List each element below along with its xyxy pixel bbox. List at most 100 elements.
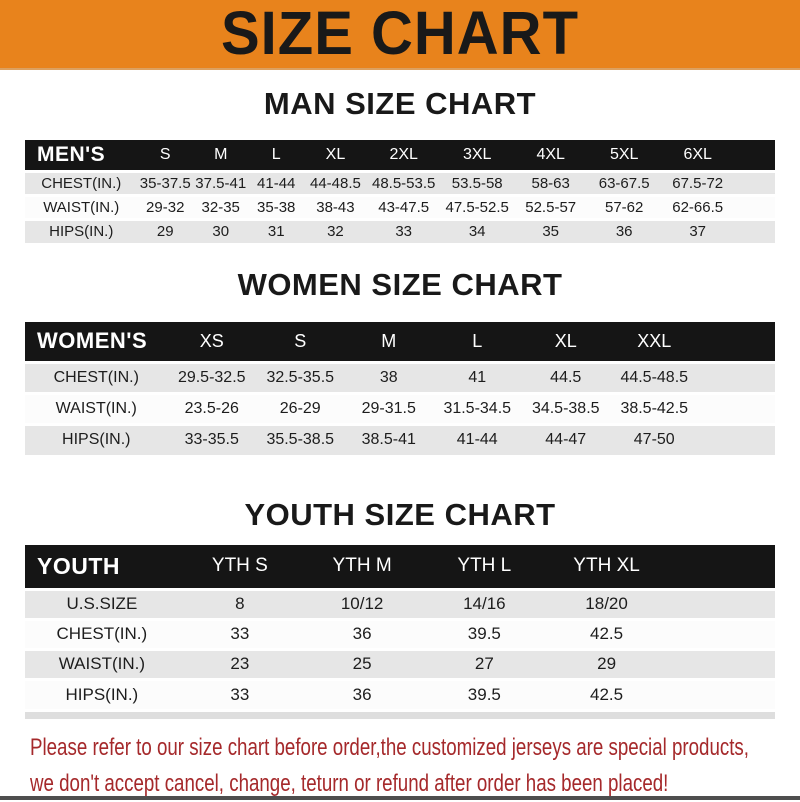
size-column-header: M xyxy=(381,330,397,351)
size-value-cell: 44.5 xyxy=(521,360,610,393)
size-value-cell: 37 xyxy=(660,217,735,243)
spacer-cell xyxy=(667,587,775,619)
size-value-cell: 18/20 xyxy=(545,587,668,619)
size-column-header: 6XL xyxy=(683,145,712,163)
row-label: WAIST(IN.) xyxy=(25,647,179,679)
size-value-cell: 33 xyxy=(366,217,441,243)
size-value-cell: 35.5-38.5 xyxy=(256,422,345,455)
size-column-header: 2XL xyxy=(389,145,418,163)
row-label: U.S.SIZE xyxy=(25,587,179,619)
size-value-cell: 38.5-42.5 xyxy=(610,391,699,424)
women-size-section: WOMEN SIZE CHART WOMEN'S XS S M L XL XXL CHEST(… xyxy=(0,268,800,455)
size-value-cell: 23 xyxy=(178,647,301,679)
size-value-cell: 39.5 xyxy=(423,677,546,709)
size-value-cell: 44-48.5 xyxy=(303,169,367,195)
size-column-header: XL xyxy=(554,330,577,351)
size-column-header: XXL xyxy=(637,330,672,351)
row-label: WAIST(IN.) xyxy=(25,193,138,219)
row-label: WAIST(IN.) xyxy=(25,391,168,424)
spacer-cell xyxy=(698,360,775,393)
size-value-cell: 62-66.5 xyxy=(660,193,735,219)
size-value-cell: 27 xyxy=(423,647,546,679)
table-row: WAIST(IN.) 23 25 27 29 xyxy=(25,647,775,679)
size-value-cell: 52.5-57 xyxy=(513,193,588,219)
disclaimer-line-2: we don't accept cancel, change, teturn o… xyxy=(30,770,669,797)
table-row: U.S.SIZE 8 10/12 14/16 18/20 xyxy=(25,587,775,619)
size-value-cell: 33 xyxy=(178,677,301,709)
size-value-cell: 58-63 xyxy=(513,169,588,195)
size-value-cell: 10/12 xyxy=(300,587,424,619)
youth-size-chart-title: YOUTH SIZE CHART xyxy=(244,497,556,532)
size-value-cell: 33-35.5 xyxy=(167,422,256,455)
table-row: CHEST(IN.) 35-37.5 37.5-41 41-44 44-48.5 48.5… xyxy=(25,169,775,195)
size-value-cell: 29 xyxy=(545,647,668,679)
size-column-header: YTH S xyxy=(211,555,268,577)
table-corner-label: YOUTH xyxy=(37,552,120,579)
size-value-cell: 31.5-34.5 xyxy=(433,391,522,424)
table-corner-label: WOMEN'S xyxy=(37,328,148,354)
size-column-header: 3XL xyxy=(462,145,492,163)
size-value-cell: 31 xyxy=(248,217,304,243)
size-value-cell: 32-35 xyxy=(192,193,249,219)
row-label: HIPS(IN.) xyxy=(25,422,168,455)
size-value-cell: 53.5-58 xyxy=(440,169,514,195)
spacer-cell xyxy=(699,322,776,362)
size-value-cell: 35 xyxy=(513,217,588,243)
women-size-chart-title: WOMEN SIZE CHART xyxy=(237,267,563,302)
men-size-table: MEN'S S M L XL 2XL 3XL 4XL 5XL 6XL CHEST(IN.) 35-37… xyxy=(25,140,775,243)
row-label: HIPS(IN.) xyxy=(25,217,138,243)
size-column-header: L xyxy=(472,330,483,351)
spacer-cell xyxy=(734,140,775,171)
youth-table-bottom-strip xyxy=(25,712,775,719)
size-chart-banner: SIZE CHART xyxy=(0,0,800,70)
size-value-cell: 32.5-35.5 xyxy=(256,360,345,393)
man-size-chart-title: MAN SIZE CHART xyxy=(263,86,537,121)
size-value-cell: 29 xyxy=(137,217,193,243)
size-value-cell: 36 xyxy=(300,617,424,649)
size-value-cell: 63-67.5 xyxy=(587,169,661,195)
spacer-cell xyxy=(698,422,775,455)
size-value-cell: 36 xyxy=(300,677,424,709)
size-value-cell: 25 xyxy=(300,647,424,679)
youth-size-table: YOUTH YTH S YTH M YTH L YTH XL U.S.SIZE 8 10/12… xyxy=(25,545,775,709)
table-corner-label: MEN'S xyxy=(37,142,106,166)
size-column-header: L xyxy=(271,145,281,163)
size-value-cell: 39.5 xyxy=(423,617,546,649)
row-label: CHEST(IN.) xyxy=(25,360,168,393)
size-column-header: M xyxy=(214,145,228,163)
size-column-header: 5XL xyxy=(609,145,639,163)
row-label: HIPS(IN.) xyxy=(25,677,179,709)
size-value-cell: 38-43 xyxy=(303,193,367,219)
size-value-cell: 29-31.5 xyxy=(344,391,433,424)
size-value-cell: 67.5-72 xyxy=(660,169,735,195)
page-title: SIZE CHART xyxy=(221,0,579,68)
table-row: HIPS(IN.) 33-35.5 35.5-38.5 38.5-41 41-44 44-… xyxy=(25,422,775,455)
size-column-header: XL xyxy=(325,145,346,163)
size-value-cell: 14/16 xyxy=(423,587,546,619)
size-value-cell: 33 xyxy=(178,617,301,649)
size-value-cell: 26-29 xyxy=(256,391,345,424)
size-value-cell: 38.5-41 xyxy=(344,422,433,455)
size-value-cell: 23.5-26 xyxy=(167,391,256,424)
size-value-cell: 44.5-48.5 xyxy=(610,360,699,393)
size-value-cell: 57-62 xyxy=(587,193,661,219)
bottom-edge-line xyxy=(0,796,800,800)
size-column-header: S xyxy=(294,330,307,351)
table-row: CHEST(IN.) 29.5-32.5 32.5-35.5 38 41 44.5 44.5… xyxy=(25,360,775,393)
size-column-header: XS xyxy=(199,330,224,351)
size-value-cell: 42.5 xyxy=(545,677,668,709)
women-size-table: WOMEN'S XS S M L XL XXL CHEST(IN.) 29.5-32.5 32.5… xyxy=(25,322,775,455)
size-value-cell: 47.5-52.5 xyxy=(440,193,514,219)
size-column-header: YTH M xyxy=(332,555,392,577)
size-chart-content: MAN SIZE CHART MEN'S S M L XL 2XL 3XL 4XL 5XL 6XL… xyxy=(0,87,800,719)
size-value-cell: 38 xyxy=(344,360,433,393)
table-row: WAIST(IN.) 29-32 32-35 35-38 38-43 43-47.5 47.… xyxy=(25,193,775,219)
size-value-cell: 42.5 xyxy=(545,617,668,649)
size-value-cell: 8 xyxy=(178,587,301,619)
size-column-header: YTH XL xyxy=(573,555,640,577)
spacer-cell xyxy=(734,217,775,243)
size-column-header: S xyxy=(159,145,171,163)
disclaimer-line-1: Please refer to our size chart before or… xyxy=(30,734,750,761)
size-value-cell: 41-44 xyxy=(433,422,522,455)
spacer-cell xyxy=(734,169,775,195)
